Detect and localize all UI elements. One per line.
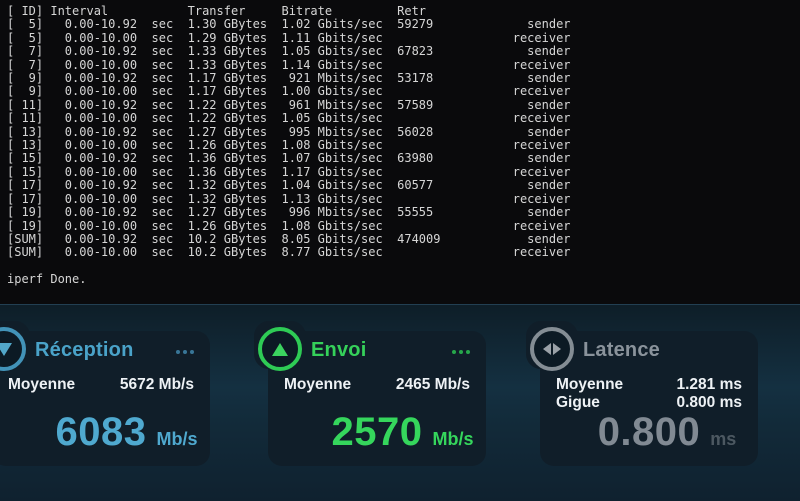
- stat-value: 2465 Mb/s: [395, 376, 470, 393]
- stat-label: Moyenne: [8, 376, 76, 393]
- stat-row: Moyenne 1.281 ms: [556, 376, 742, 394]
- latence-unit: ms: [710, 429, 737, 449]
- stat-value: 5672 Mb/s: [119, 376, 194, 393]
- stat-row: Moyenne 5672 Mb/s: [8, 376, 194, 394]
- latence-value: 0.800: [597, 410, 701, 454]
- more-options-icon[interactable]: [452, 350, 470, 354]
- iperf-results-text: [ ID] Interval Transfer Bitrate Retr [ 5…: [7, 4, 571, 287]
- reception-speed-unit: Mb/s: [156, 429, 198, 449]
- triangle-up-icon: [272, 342, 288, 356]
- stat-row: Gigue 0.800 ms: [556, 394, 742, 412]
- swap-horizontal-icon: [543, 343, 561, 355]
- card-envoi: Envoi Moyenne 2465 Mb/s 2570 Mb/s: [254, 321, 486, 466]
- reception-result: 6083 Mb/s: [0, 410, 210, 454]
- card-latence: Latence Moyenne 1.281 ms Gigue 0.800 ms …: [526, 321, 758, 466]
- latence-icon-circle: [530, 327, 574, 371]
- stat-value: 0.800 ms: [676, 394, 743, 411]
- terminal-output: [ ID] Interval Transfer Bitrate Retr [ 5…: [7, 4, 571, 287]
- envoi-icon-circle: [258, 327, 302, 371]
- triangle-down-icon: [0, 342, 12, 356]
- stat-label: Moyenne: [284, 376, 352, 393]
- envoi-speed-value: 2570: [331, 410, 423, 454]
- envoi-speed-unit: Mb/s: [432, 429, 474, 449]
- latence-result: 0.800 ms: [540, 410, 758, 454]
- card-reception-title: Réception: [35, 339, 134, 361]
- results-panel: Réception Moyenne 5672 Mb/s 6083 Mb/s Env…: [0, 304, 800, 501]
- stat-label: Gigue: [556, 394, 600, 411]
- stat-value: 1.281 ms: [676, 376, 743, 393]
- card-latence-title: Latence: [583, 339, 660, 361]
- card-reception: Réception Moyenne 5672 Mb/s 6083 Mb/s: [0, 321, 210, 466]
- stat-row: Moyenne 2465 Mb/s: [284, 376, 470, 394]
- reception-icon-circle: [0, 327, 26, 371]
- more-options-icon[interactable]: [176, 350, 194, 354]
- card-envoi-title: Envoi: [311, 339, 367, 361]
- reception-speed-value: 6083: [55, 410, 147, 454]
- envoi-result: 2570 Mb/s: [268, 410, 486, 454]
- stat-label: Moyenne: [556, 376, 624, 393]
